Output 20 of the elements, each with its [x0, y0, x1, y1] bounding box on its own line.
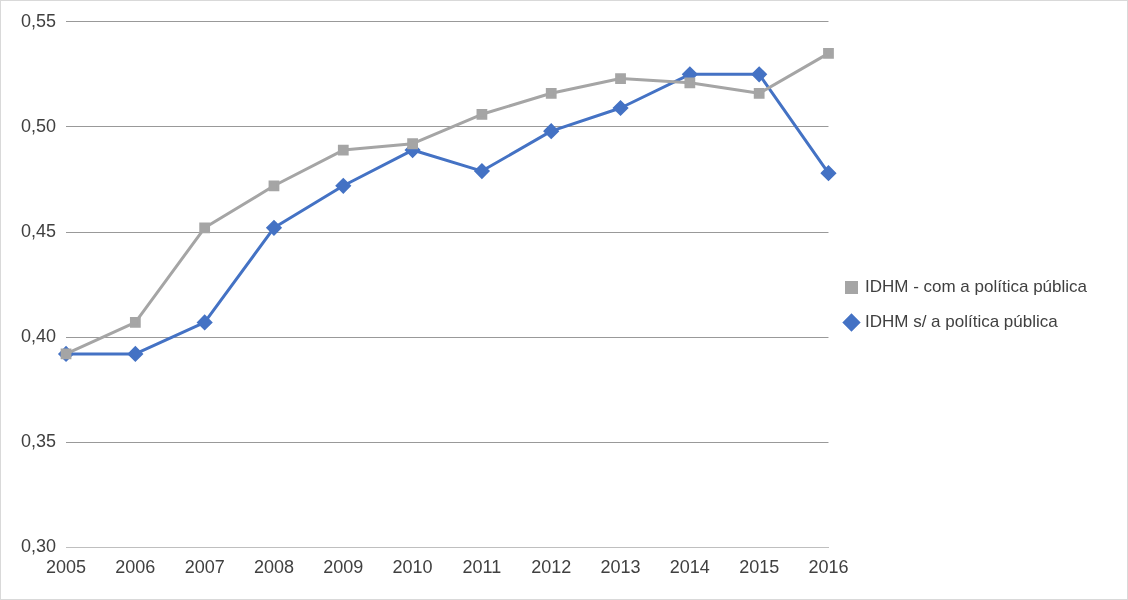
y-tick-label: 0,35 [20, 431, 57, 452]
y-tick-label: 0,50 [20, 115, 57, 136]
legend-label: IDHM - com a política pública [864, 277, 1088, 297]
x-tick-label: 2014 [669, 557, 710, 578]
x-tick-label: 2011 [462, 557, 502, 578]
y-tick-label: 0,30 [20, 536, 57, 557]
x-tick-label: 2010 [392, 557, 433, 578]
x-tick-label: 2015 [739, 557, 780, 578]
x-tick-label: 2007 [184, 557, 225, 578]
x-tick-label: 2013 [600, 557, 641, 578]
x-tick-label: 2005 [46, 557, 87, 578]
x-tick-label: 2006 [115, 557, 156, 578]
y-tick-label: 0,45 [20, 221, 57, 242]
x-tick-label: 2009 [323, 557, 364, 578]
x-tick-label: 2008 [253, 557, 294, 578]
legend-label: IDHM s/ a política pública [864, 312, 1059, 332]
y-tick-label: 0,55 [20, 10, 57, 31]
y-tick-label: 0,40 [20, 326, 57, 347]
x-tick-label: 2016 [808, 557, 849, 578]
x-tick-label: 2012 [531, 557, 572, 578]
